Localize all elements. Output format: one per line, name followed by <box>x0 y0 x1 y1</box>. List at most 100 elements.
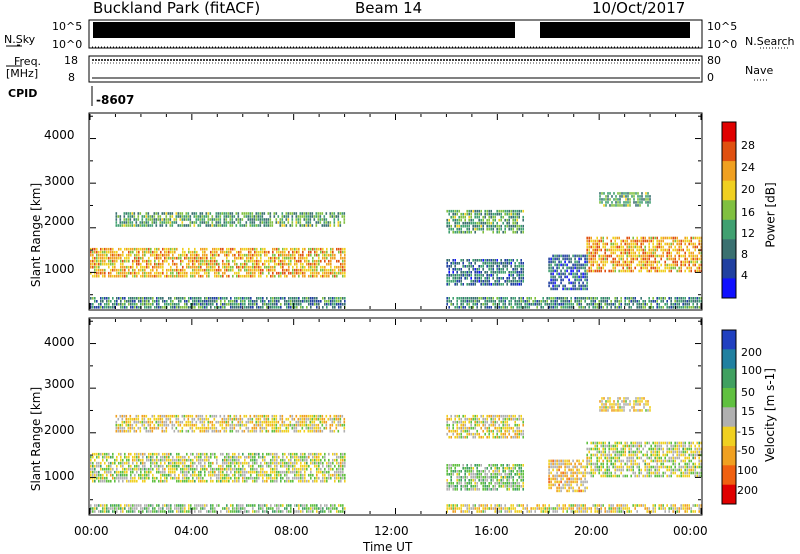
echo-cell <box>160 507 162 510</box>
echo-cell <box>641 201 643 204</box>
echo-cell <box>174 461 176 465</box>
echo-cell <box>670 245 672 249</box>
echo-cell <box>344 479 346 483</box>
echo-cell <box>238 507 240 510</box>
echo-cell <box>304 452 306 456</box>
echo-cell <box>666 236 668 240</box>
echo-cell <box>596 263 598 267</box>
echo-cell <box>676 260 678 264</box>
echo-cell <box>166 476 168 480</box>
echo-cell <box>168 504 170 507</box>
echo-cell <box>247 218 250 221</box>
echo-cell <box>266 507 268 510</box>
echo-cell <box>650 260 652 264</box>
echo-cell <box>464 265 466 268</box>
echo-cell <box>452 212 454 216</box>
echo-cell <box>338 504 340 507</box>
echo-cell <box>448 212 450 216</box>
echo-cell <box>290 455 292 459</box>
echo-cell <box>658 245 660 249</box>
echo-cell <box>138 297 140 300</box>
echo-cell <box>648 263 650 267</box>
echo-cell <box>192 464 194 468</box>
echo-cell <box>285 224 288 227</box>
echo-cell <box>94 297 96 300</box>
echo-cell <box>214 247 216 251</box>
echo-cell <box>242 464 244 468</box>
echo-cell <box>164 247 166 251</box>
echo-cell <box>154 458 156 462</box>
echo-cell <box>648 300 650 303</box>
echo-cell <box>301 224 304 227</box>
echo-cell <box>182 259 184 263</box>
echo-cell <box>218 476 220 480</box>
echo-cell <box>185 212 188 215</box>
echo-cell <box>550 260 552 264</box>
echo-cell <box>634 239 636 243</box>
echo-cell <box>596 248 598 252</box>
echo-cell <box>106 473 108 477</box>
echo-cell <box>90 473 92 477</box>
echo-cell <box>260 473 262 477</box>
echo-cell <box>205 221 208 224</box>
echo-cell <box>128 504 130 507</box>
echo-cell <box>210 476 212 480</box>
echo-cell <box>302 268 304 272</box>
echo-cell <box>482 230 484 234</box>
noise-panel-frame <box>88 19 703 49</box>
echo-cell <box>172 256 174 260</box>
echo-cell <box>488 306 490 309</box>
echo-cell <box>188 467 190 471</box>
echo-cell <box>454 259 456 262</box>
echo-cell <box>454 306 456 309</box>
echo-cell <box>165 212 168 215</box>
echo-cell <box>224 458 226 462</box>
echo-cell <box>290 303 292 306</box>
echo-cell <box>288 470 290 474</box>
echo-cell <box>90 271 92 275</box>
echo-cell <box>634 245 636 249</box>
echo-cell <box>298 271 300 275</box>
echo-cell <box>486 277 488 280</box>
echo-cell <box>90 297 92 300</box>
echo-cell <box>156 464 158 468</box>
echo-cell <box>202 250 204 254</box>
echo-cell <box>244 467 246 471</box>
echo-cell <box>472 209 474 213</box>
noise-tick-high-right: 10^5 <box>707 20 738 33</box>
echo-cell <box>338 464 340 468</box>
echo-cell <box>662 297 664 300</box>
echo-cell <box>584 266 586 270</box>
echo-cell <box>302 452 304 456</box>
echo-cell <box>293 212 296 215</box>
echo-cell <box>601 198 603 201</box>
echo-cell <box>102 479 104 483</box>
echo-cell <box>98 250 100 254</box>
echo-cell <box>508 215 510 219</box>
echo-cell <box>246 479 248 483</box>
echo-cell <box>259 212 262 215</box>
echo-cell <box>320 461 322 465</box>
echo-cell <box>238 504 240 507</box>
echo-cell <box>676 248 678 252</box>
echo-cell <box>572 303 574 306</box>
echo-cell <box>623 204 625 207</box>
echo-cell <box>310 473 312 477</box>
echo-cell <box>299 221 302 224</box>
echo-cell <box>228 259 230 263</box>
echo-cell <box>520 262 522 265</box>
echo-cell <box>678 239 680 243</box>
echo-cell <box>318 247 320 251</box>
echo-cell <box>116 458 118 462</box>
echo-cell <box>170 504 172 507</box>
echo-cell <box>476 271 478 274</box>
echo-cell <box>133 218 136 221</box>
echo-cell <box>94 452 96 456</box>
echo-cell <box>211 215 214 218</box>
echo-cell <box>154 259 156 263</box>
echo-cell <box>203 221 206 224</box>
echo-cell <box>190 510 192 513</box>
echo-cell <box>674 236 676 240</box>
echo-cell <box>288 476 290 480</box>
echo-cell <box>118 507 120 510</box>
